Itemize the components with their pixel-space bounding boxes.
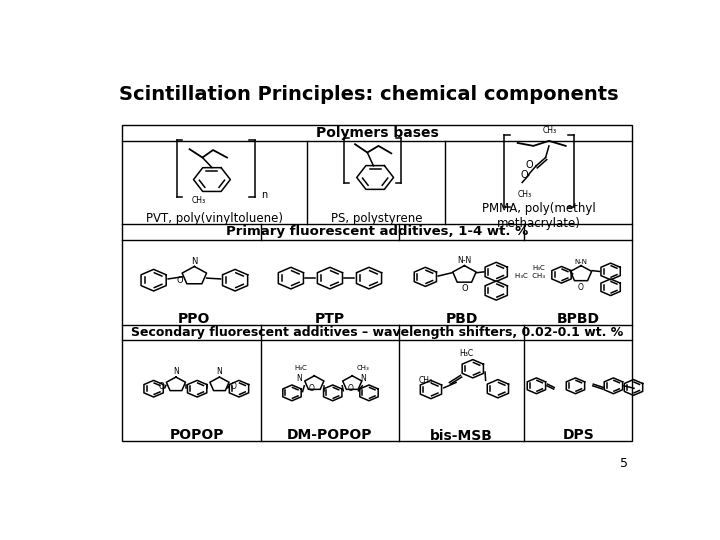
Text: Polymers bases: Polymers bases bbox=[316, 126, 438, 140]
Text: CH₃: CH₃ bbox=[543, 126, 557, 134]
Text: O: O bbox=[176, 276, 183, 285]
Text: N: N bbox=[191, 256, 197, 266]
Text: CH₃: CH₃ bbox=[192, 196, 206, 205]
Text: H₃C  CH₃: H₃C CH₃ bbox=[515, 273, 545, 279]
Text: N-N: N-N bbox=[575, 259, 588, 265]
Text: PMMA, poly(methyl
methacrylate): PMMA, poly(methyl methacrylate) bbox=[482, 202, 595, 230]
Text: O: O bbox=[308, 384, 315, 393]
Text: N: N bbox=[297, 374, 302, 383]
Text: N: N bbox=[217, 367, 222, 376]
Text: PS, polystyrene: PS, polystyrene bbox=[330, 212, 422, 225]
Text: N-N: N-N bbox=[457, 256, 472, 265]
Text: n: n bbox=[261, 190, 268, 200]
Text: O: O bbox=[159, 382, 165, 391]
Text: POPOP: POPOP bbox=[170, 428, 225, 442]
Text: Secondary fluorescent additives – wavelength shifters, 0.02-0.1 wt. %: Secondary fluorescent additives – wavele… bbox=[131, 326, 624, 339]
Text: O: O bbox=[520, 170, 528, 180]
Text: bis-MSB: bis-MSB bbox=[430, 429, 493, 443]
Text: Scintillation Principles: chemical components: Scintillation Principles: chemical compo… bbox=[120, 85, 618, 104]
Text: O: O bbox=[230, 382, 236, 391]
Text: PPO: PPO bbox=[178, 312, 210, 326]
Text: Primary fluorescent additives, 1-4 wt. %: Primary fluorescent additives, 1-4 wt. % bbox=[226, 226, 528, 239]
Text: H₃C: H₃C bbox=[459, 348, 473, 357]
Text: DPS: DPS bbox=[562, 428, 594, 442]
Text: H₃C: H₃C bbox=[532, 265, 545, 271]
Text: O: O bbox=[526, 160, 534, 170]
Text: CH₃: CH₃ bbox=[418, 376, 433, 385]
Text: CH₃: CH₃ bbox=[357, 365, 370, 371]
Text: O: O bbox=[461, 285, 468, 293]
Text: CH₃: CH₃ bbox=[518, 190, 531, 199]
Text: O: O bbox=[348, 384, 354, 393]
Text: 5: 5 bbox=[621, 457, 629, 470]
Text: PBD: PBD bbox=[446, 312, 478, 326]
Bar bbox=[122, 125, 632, 441]
Text: N: N bbox=[173, 367, 179, 376]
Text: DM-POPOP: DM-POPOP bbox=[287, 428, 373, 442]
Text: O: O bbox=[578, 283, 584, 292]
Text: PTP: PTP bbox=[315, 312, 345, 326]
Text: BPBD: BPBD bbox=[557, 312, 600, 326]
Text: H₃C: H₃C bbox=[294, 365, 307, 371]
Text: N: N bbox=[361, 374, 366, 383]
Text: PVT, poly(vinyltoluene): PVT, poly(vinyltoluene) bbox=[146, 212, 283, 225]
